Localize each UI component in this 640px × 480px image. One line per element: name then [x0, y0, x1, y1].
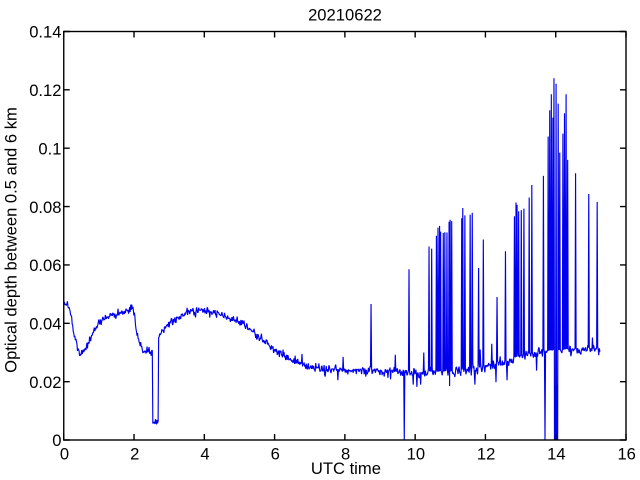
svg-text:0.14: 0.14: [29, 23, 61, 42]
svg-text:0: 0: [52, 431, 61, 450]
svg-text:2: 2: [130, 445, 139, 464]
svg-text:8: 8: [341, 445, 350, 464]
svg-text:4: 4: [200, 445, 209, 464]
svg-text:16: 16: [617, 445, 635, 464]
svg-text:0.1: 0.1: [38, 139, 61, 158]
svg-text:0.02: 0.02: [29, 373, 61, 392]
svg-text:10: 10: [407, 445, 425, 464]
svg-text:0.12: 0.12: [29, 81, 61, 100]
svg-text:0: 0: [60, 445, 69, 464]
svg-text:6: 6: [271, 445, 280, 464]
svg-text:UTC time: UTC time: [311, 459, 381, 478]
svg-text:12: 12: [477, 445, 495, 464]
svg-text:0.06: 0.06: [29, 256, 61, 275]
svg-text:Optical depth between 0.5 and: Optical depth between 0.5 and 6 km: [2, 107, 21, 373]
svg-text:20210622: 20210622: [308, 5, 382, 24]
svg-text:0.08: 0.08: [29, 198, 61, 217]
svg-text:14: 14: [547, 445, 565, 464]
svg-text:0.04: 0.04: [29, 314, 61, 333]
